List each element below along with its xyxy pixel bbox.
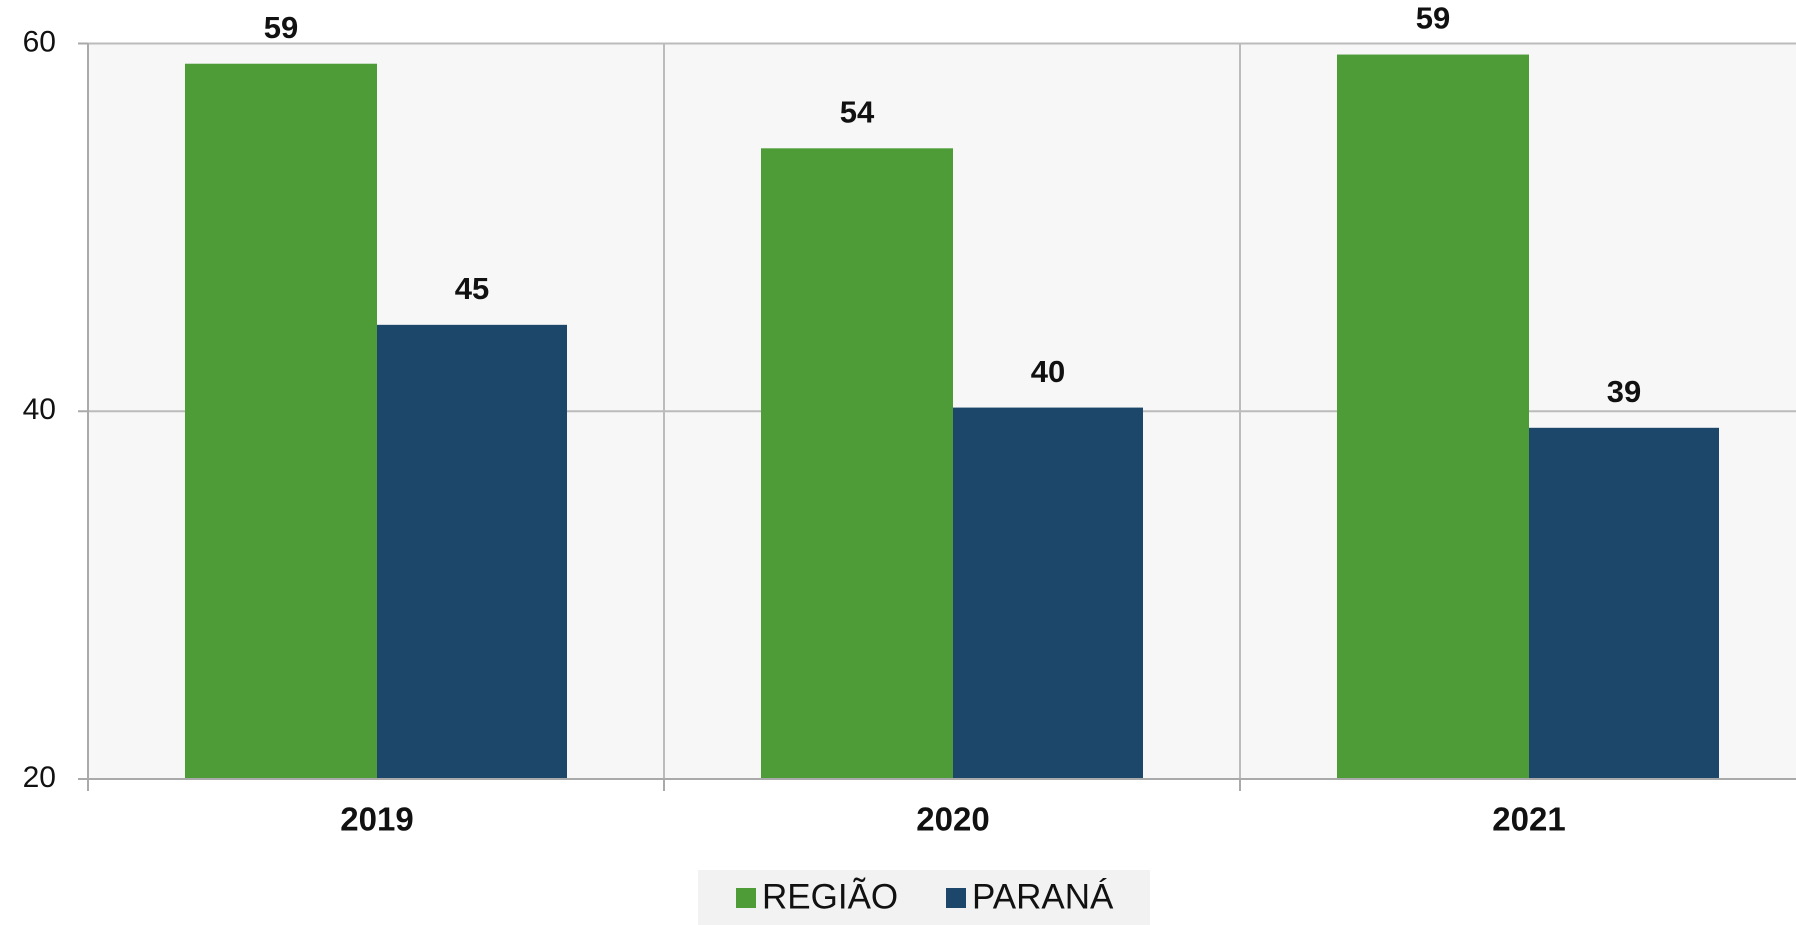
data-label: 40: [1031, 354, 1065, 389]
bar: [953, 407, 1143, 779]
y-tick-label: 20: [23, 761, 56, 794]
legend-swatch: [736, 888, 756, 908]
legend-label: PARANÁ: [972, 877, 1114, 916]
data-label: 39: [1607, 374, 1641, 409]
data-label: 45: [455, 271, 489, 306]
x-tick-label: 2020: [916, 801, 989, 838]
marks: [185, 54, 1719, 780]
y-tick-label: 40: [23, 393, 56, 426]
bar: [1529, 427, 1719, 779]
legend-swatch: [946, 888, 966, 908]
x-tick-label: 2019: [340, 801, 413, 838]
bar: [377, 324, 567, 779]
legend-box: [698, 870, 1150, 925]
bar: [761, 148, 953, 780]
bar: [1337, 54, 1529, 780]
data-label: 59: [264, 10, 298, 45]
legend-label: REGIÃO: [762, 877, 898, 916]
y-tick-label: 60: [23, 25, 56, 58]
data-label: 59: [1416, 1, 1450, 36]
bar: [185, 63, 377, 779]
data-label: 54: [840, 94, 875, 129]
x-tick-label: 2021: [1492, 801, 1565, 838]
